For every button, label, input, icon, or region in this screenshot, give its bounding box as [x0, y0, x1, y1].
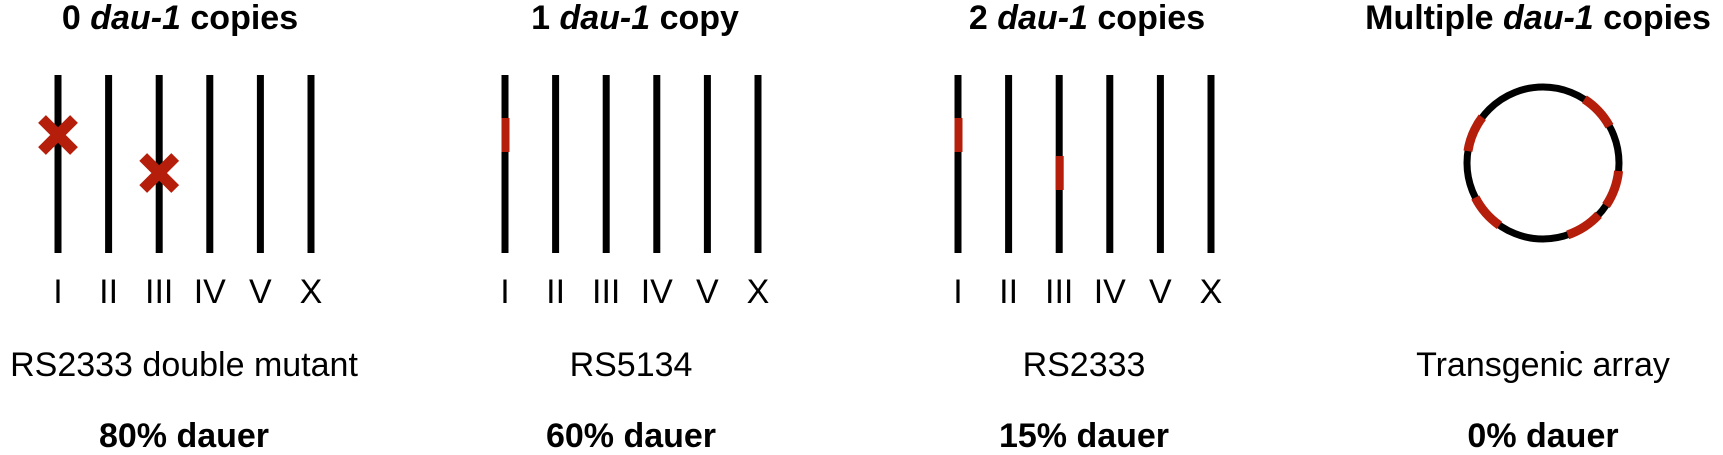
chromosome-label-X: X	[746, 273, 770, 311]
dau1-copy-marker	[1581, 95, 1614, 129]
title-suffix: copies	[1603, 0, 1711, 37]
dau1-copy-marker	[1602, 170, 1624, 209]
chromosome-label-I: I	[53, 273, 63, 311]
title-suffix: copies	[190, 0, 299, 37]
title-suffix: copy	[659, 0, 739, 37]
strain-label: RS2333 double mutant	[10, 346, 358, 384]
deletion-x-icon	[139, 153, 180, 193]
chromosome-label-III: III	[1045, 273, 1074, 311]
copy-count: 1	[531, 0, 550, 37]
panel-title: 0 dau-1 copies	[62, 0, 298, 36]
dau1-copy-marker	[1566, 211, 1602, 240]
dau1-copy-marker	[954, 118, 963, 152]
dauer-percentage: 0% dauer	[1467, 417, 1619, 455]
dauer-percentage: 15% dauer	[998, 417, 1170, 455]
dau1-copy-marker	[1463, 114, 1486, 152]
panel-title: 1 dau-1 copy	[531, 0, 739, 36]
strain-label: Transgenic array	[1416, 346, 1670, 384]
copy-count: 2	[968, 0, 988, 37]
chromosome-label-V: V	[696, 273, 719, 311]
transgenic-array-circle	[1463, 83, 1623, 243]
chromosome-label-IV: IV	[193, 273, 226, 311]
chromosome-label-II: II	[99, 273, 119, 311]
chromosome-label-II: II	[999, 273, 1019, 311]
panel-title: 2 dau-1 copies	[969, 0, 1205, 36]
chromosome-label-V: V	[1149, 273, 1172, 311]
gene-name: dau-1	[997, 0, 1088, 37]
dau1-copy-marker	[1471, 195, 1503, 229]
chromosome-label-III: III	[592, 273, 621, 311]
dauer-percentage: 80% dauer	[98, 417, 270, 455]
strain-label: RS2333	[1022, 346, 1146, 384]
gene-name: dau-1	[90, 0, 181, 37]
dau1-copy-marker	[1055, 156, 1064, 190]
chromosome-label-I: I	[500, 273, 510, 311]
gene-name: dau-1	[559, 0, 651, 37]
dauer-percentage: 60% dauer	[545, 417, 717, 455]
chromosome-label-II: II	[546, 273, 566, 311]
gene-name: dau-1	[1503, 0, 1594, 37]
chromosome-label-X: X	[299, 273, 323, 311]
chromosome-label-V: V	[249, 273, 272, 311]
dau1-copy-marker	[501, 118, 510, 152]
chromosome-label-I: I	[953, 273, 963, 311]
chromosome-label-X: X	[1199, 273, 1223, 311]
chromosome-label-IV: IV	[1093, 273, 1126, 311]
chromosome-label-IV: IV	[640, 273, 673, 311]
strain-label: RS5134	[569, 346, 693, 384]
title-suffix: copies	[1097, 0, 1206, 37]
panel-title: Multiple dau-1 copies	[1365, 0, 1711, 36]
copy-count: Multiple	[1365, 0, 1494, 37]
copy-count: 0	[61, 0, 81, 37]
deletion-x-icon	[38, 115, 78, 155]
chromosome-label-III: III	[145, 273, 174, 311]
